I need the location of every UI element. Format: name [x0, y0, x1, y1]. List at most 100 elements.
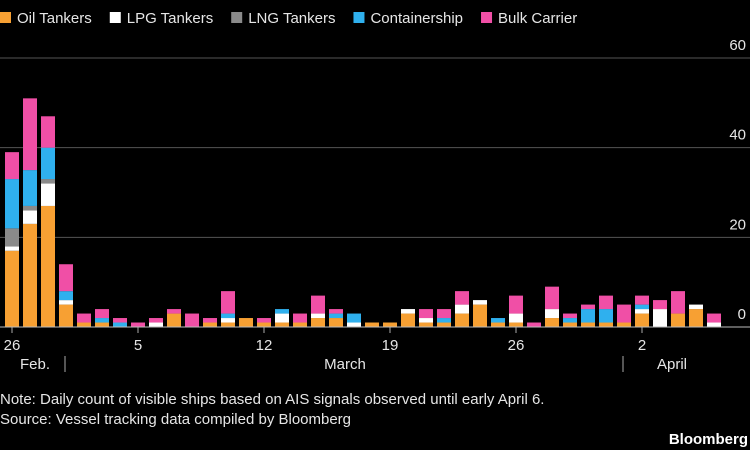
x-tick-label: 2 [638, 337, 646, 354]
bar-segment [275, 309, 289, 314]
bar-segment [275, 313, 289, 323]
legend-label: Containership [370, 10, 463, 27]
bar-segment [581, 304, 595, 310]
x-tick-label: 19 [382, 337, 399, 354]
bar-segment [23, 210, 37, 224]
bar-segment [95, 318, 109, 323]
month-label: April [657, 356, 687, 373]
bar-segment [599, 295, 613, 310]
bar-segment [383, 322, 397, 327]
bar-segment [671, 291, 685, 314]
x-tick-label: 26 [4, 337, 21, 354]
bar-segment [347, 313, 361, 323]
bar-segment [59, 300, 73, 305]
legend-swatch [109, 12, 121, 23]
bar-segment [617, 304, 631, 323]
legend-swatch [0, 12, 11, 23]
bar-segment [41, 183, 55, 206]
source: Source: Vessel tracking data compiled by… [0, 411, 351, 428]
bar-segment [671, 313, 685, 327]
y-tick-label: 60 [729, 37, 746, 54]
bar-segment [23, 98, 37, 171]
bar-segment [653, 309, 667, 327]
bar-segment [149, 322, 163, 327]
bar-segment [563, 318, 577, 323]
bar-segment [113, 322, 127, 327]
bar-segment [599, 322, 613, 327]
bar-segment [491, 322, 505, 327]
bar-segment [455, 304, 469, 314]
bar-segment [419, 309, 433, 319]
bar-segment [23, 205, 37, 211]
bar-segment [689, 304, 703, 310]
bar-segment [23, 170, 37, 206]
bar-segment [617, 322, 631, 327]
bar-segment [455, 313, 469, 327]
bar-segment [203, 318, 217, 323]
y-tick-label: 40 [729, 127, 746, 144]
legend-swatch [231, 12, 243, 23]
x-tick-label: 26 [508, 337, 525, 354]
bar-segment [437, 322, 451, 327]
bar-segment [293, 313, 307, 323]
bar-segment [635, 295, 649, 305]
bar-segment [437, 309, 451, 319]
legend-swatch [353, 12, 365, 23]
bar-segment [221, 322, 235, 327]
bar-segment [635, 309, 649, 314]
bar-segment [599, 309, 613, 323]
note: Note: Daily count of visible ships based… [0, 391, 544, 408]
bar-segment [59, 291, 73, 301]
bar-segment [581, 322, 595, 327]
bar-segment [113, 318, 127, 323]
bar-segment [491, 318, 505, 323]
bar-segment [5, 250, 19, 327]
bar-segment [59, 304, 73, 327]
bar-segment [59, 264, 73, 292]
legend-label: LNG Tankers [248, 10, 335, 27]
bar-segment [131, 322, 145, 327]
bar-segment [311, 318, 325, 327]
bar-segment [329, 313, 343, 319]
bar-segment [329, 318, 343, 327]
bar-segment [23, 223, 37, 327]
bar-segment [41, 116, 55, 148]
bar-segment [437, 318, 451, 323]
bar-segment [221, 291, 235, 314]
bar-segment [545, 318, 559, 327]
bar-segment [347, 322, 361, 327]
bar-segment [635, 313, 649, 327]
bar-segment [509, 295, 523, 314]
bar-segment [311, 295, 325, 314]
bar-segment [77, 322, 91, 327]
bar-segment [653, 300, 667, 310]
bar-segment [419, 318, 433, 323]
bar-segment [527, 322, 541, 327]
bar-segment [365, 322, 379, 327]
bar-segment [167, 309, 181, 314]
bar-segment [293, 322, 307, 327]
bar-segment [707, 313, 721, 323]
bar-segment [5, 228, 19, 247]
bar-segment [95, 309, 109, 319]
bar-segment [311, 313, 325, 319]
bar-segment [545, 286, 559, 310]
bar-segment [707, 322, 721, 327]
bar-segment [239, 318, 253, 327]
bar-segment [203, 322, 217, 327]
y-tick-label: 0 [738, 306, 746, 323]
month-label: Feb. [20, 356, 50, 373]
bar-segment [257, 322, 271, 327]
bar-segment [419, 322, 433, 327]
bar-segment [401, 313, 415, 327]
bar-segment [563, 322, 577, 327]
x-tick-label: 5 [134, 337, 142, 354]
bar-segment [149, 318, 163, 323]
brand: Bloomberg [669, 431, 748, 448]
bar-segment [221, 313, 235, 319]
bar-segment [5, 152, 19, 180]
bar-segment [5, 179, 19, 229]
bar-segment [41, 147, 55, 180]
bar-segment [167, 313, 181, 327]
